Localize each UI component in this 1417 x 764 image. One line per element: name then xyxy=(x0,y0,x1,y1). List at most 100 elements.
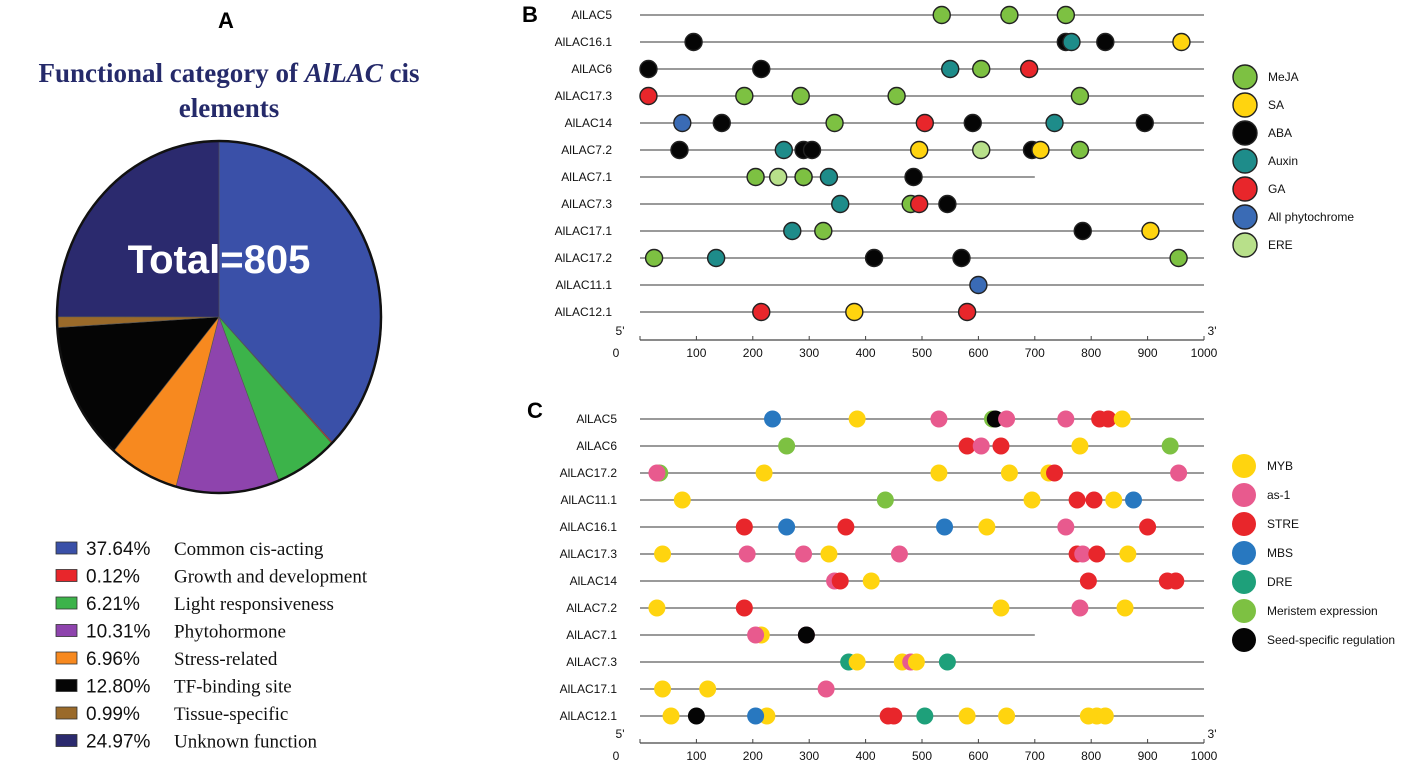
legend-label-ga: GA xyxy=(1268,182,1285,196)
x-tick-label: 1000 xyxy=(1191,346,1218,360)
legend-marker-ere xyxy=(1232,232,1258,258)
element-marker-auxin: Auxin xyxy=(819,167,839,187)
pie-legend-label: Unknown function xyxy=(174,732,318,753)
x-tick-label: 0 xyxy=(613,749,620,763)
x-tick-label: 200 xyxy=(743,749,763,763)
element-marker-aba: ABA xyxy=(938,194,957,214)
element-marker-sa: SA xyxy=(909,140,929,160)
element-marker-meja: MeJA xyxy=(814,221,833,241)
element-marker-myb: MYB xyxy=(992,599,1010,617)
element-marker-myb: MYB xyxy=(978,518,996,536)
element-marker-myb: MYB xyxy=(673,491,691,509)
legend-label-all-phytochrome: All phytochrome xyxy=(1268,210,1354,224)
gene-row-allac16-1: AlLAC16.1ABAABAAuxinABASA xyxy=(555,32,1204,52)
legend-label-mbs: MBS xyxy=(1267,546,1293,560)
x-tick-label: 800 xyxy=(1081,346,1101,360)
element-marker-myb: MYB xyxy=(907,653,925,671)
element-marker-stre: STRE xyxy=(885,707,903,725)
element-marker-stre: STRE xyxy=(1167,572,1185,590)
gene-row-allac7-3: AlLAC7.3DREMYBMYBas-1MYBDRE xyxy=(566,653,1204,671)
legend-marker-mbs xyxy=(1232,541,1256,565)
element-marker-aba: ABA xyxy=(952,248,971,268)
gene-row-allac11-1: AlLAC11.1MYBMeristem expressionMYBSTREST… xyxy=(561,491,1204,509)
panel-c-legend: MYB as-1 STRE MBS DRE Meristem expression Seed… xyxy=(1232,454,1395,652)
element-marker-all-phytochrome: All phytochrome xyxy=(673,113,692,133)
legend-marker-meristem-expression xyxy=(1232,599,1256,623)
element-marker-as-1: as-1 xyxy=(747,626,765,644)
pie-title-line2: elements xyxy=(179,93,279,123)
x-tick-label: 100 xyxy=(686,749,706,763)
element-marker-myb: MYB xyxy=(699,680,717,698)
element-marker-auxin: Auxin xyxy=(1045,113,1064,133)
pie-legend-swatch-growth-and-development xyxy=(55,569,78,582)
element-marker-myb: MYB xyxy=(1000,464,1018,482)
x-tick-label: 900 xyxy=(1138,749,1158,763)
legend-marker-aba xyxy=(1232,120,1258,146)
legend-label-dre: DRE xyxy=(1267,575,1292,589)
element-marker-meja: MeJA xyxy=(794,167,813,187)
panel-c-axis: 5' 3' 0 100 200 300 400 500 600 700 800 900 1000 xyxy=(613,727,1218,763)
legend-label-as-1: as-1 xyxy=(1267,488,1291,502)
gene-row-allac7-2: AlLAC7.2 MYB STRE MYB as-1 MYB xyxy=(566,599,1204,617)
pie-legend-percent: 0.99% xyxy=(86,704,140,725)
x-tick-label: 800 xyxy=(1081,749,1101,763)
element-marker-sa: SA xyxy=(845,302,864,322)
element-marker-as-1: as-1 xyxy=(795,545,813,563)
gene-label: AlLAC12.1 xyxy=(555,305,613,319)
pie-legend-label: Common cis-acting xyxy=(174,539,324,560)
element-marker-auxin: Auxin xyxy=(774,140,794,160)
x-tick-label: 400 xyxy=(856,346,876,360)
pie-legend-swatch-unknown-function xyxy=(55,734,78,747)
pie-legend-label: Light responsiveness xyxy=(174,594,334,615)
legend-label-sa: SA xyxy=(1268,98,1284,112)
pie-legend-label: Phytohormone xyxy=(174,622,286,643)
pie-legend-percent: 6.21% xyxy=(86,594,140,615)
element-marker-auxin: Auxin xyxy=(1062,32,1081,52)
gene-label: AlLAC7.1 xyxy=(561,170,612,184)
element-marker-myb: MYB xyxy=(958,707,976,725)
element-marker-meja: MeJA xyxy=(791,86,810,106)
gene-label: AlLAC17.2 xyxy=(560,466,618,480)
legend-marker-myb xyxy=(1232,454,1256,478)
x-tick-label: 300 xyxy=(799,346,819,360)
gene-row-allac17-2: AlLAC17.2 MeJA Auxin ABA ABA MeJA xyxy=(555,248,1204,268)
element-marker-myb: MYB xyxy=(820,545,838,563)
gene-row-allac17-1: AlLAC17.1 Auxin MeJA ABA SA xyxy=(555,221,1204,241)
legend-label-meja: MeJA xyxy=(1268,70,1299,84)
three-prime-label: 3' xyxy=(1208,324,1217,338)
gene-label: AlLAC7.3 xyxy=(566,655,617,669)
element-marker-ga: GA xyxy=(752,302,771,322)
x-tick-label: 0 xyxy=(613,346,620,360)
pie-total-label: Total=805 xyxy=(128,238,311,282)
panel-c-tracks: AlLAC5MBSMYBas-1Meristem expressionSeed-… xyxy=(560,410,1204,725)
pie-chart xyxy=(55,139,383,495)
five-prime-label: 5' xyxy=(616,324,625,338)
x-tick-label: 500 xyxy=(912,749,932,763)
gene-label: AlLAC17.3 xyxy=(560,547,618,561)
legend-label-ere: ERE xyxy=(1268,238,1293,252)
element-marker-myb: MYB xyxy=(654,680,672,698)
legend-marker-as-1 xyxy=(1232,483,1256,507)
element-marker-aba: ABA xyxy=(752,59,771,79)
element-marker-meja: MeJA xyxy=(1169,248,1188,268)
gene-label: AlLAC11.1 xyxy=(561,493,618,507)
gene-row-allac5: AlLAC5MBSMYBas-1Meristem expressionSeed-… xyxy=(576,410,1204,428)
element-marker-dre: DRE xyxy=(938,653,956,671)
element-marker-meja: MeJA xyxy=(644,248,664,268)
legend-marker-sa xyxy=(1232,92,1258,118)
element-marker-myb: MYB xyxy=(1096,707,1114,725)
panel-c: C AlLAC5MBSMYBas-1Meristem expressionSee… xyxy=(527,398,1395,763)
element-marker-auxin: Auxin xyxy=(941,59,960,79)
legend-marker-all-phytochrome xyxy=(1232,204,1258,230)
x-tick-label: 700 xyxy=(1025,749,1045,763)
pie-legend-swatch-tf-binding-site xyxy=(55,679,78,692)
gene-label: AlLAC17.1 xyxy=(560,682,618,696)
pie-legend-label: TF-binding site xyxy=(174,677,292,698)
pie-legend-swatch-common-cis-acting xyxy=(55,541,78,555)
panel-b-letter: B xyxy=(522,2,538,27)
element-marker-meja: MeJA xyxy=(735,86,754,106)
pie-legend-swatch-tissue-specific xyxy=(55,706,78,720)
legend-label-myb: MYB xyxy=(1267,459,1293,473)
